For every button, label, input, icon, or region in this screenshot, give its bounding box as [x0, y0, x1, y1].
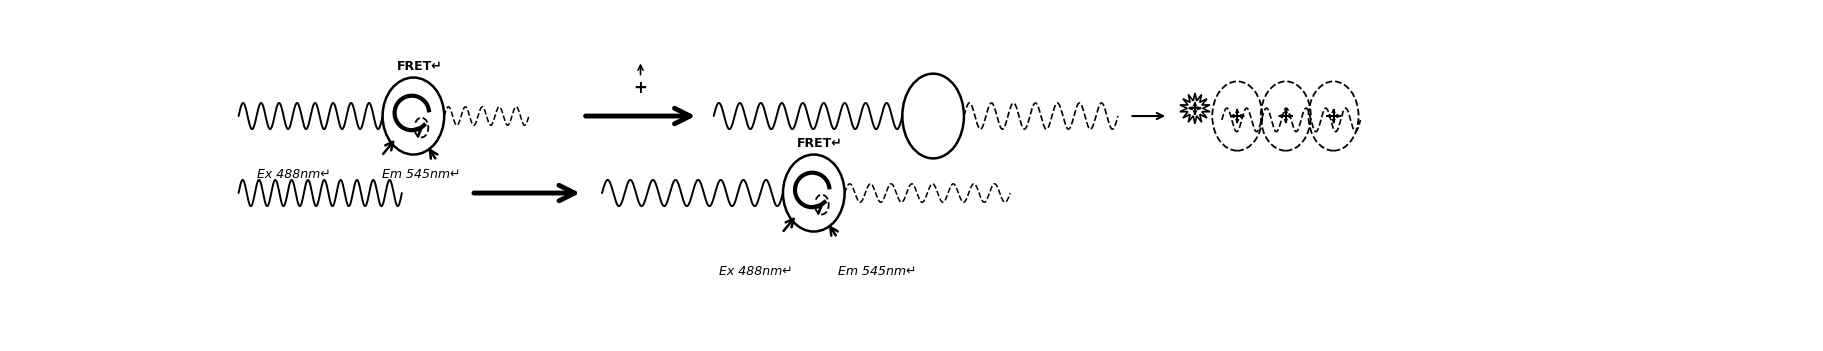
Text: Ex 488nm↵: Ex 488nm↵ [257, 168, 332, 181]
Text: FRET↵: FRET↵ [797, 137, 842, 150]
Text: +: + [634, 79, 647, 97]
Text: FRET↵: FRET↵ [397, 60, 443, 73]
Text: Em 545nm↵: Em 545nm↵ [381, 168, 461, 181]
Text: Em 545nm↵: Em 545nm↵ [839, 265, 917, 278]
Text: Ex 488nm↵: Ex 488nm↵ [718, 265, 793, 278]
